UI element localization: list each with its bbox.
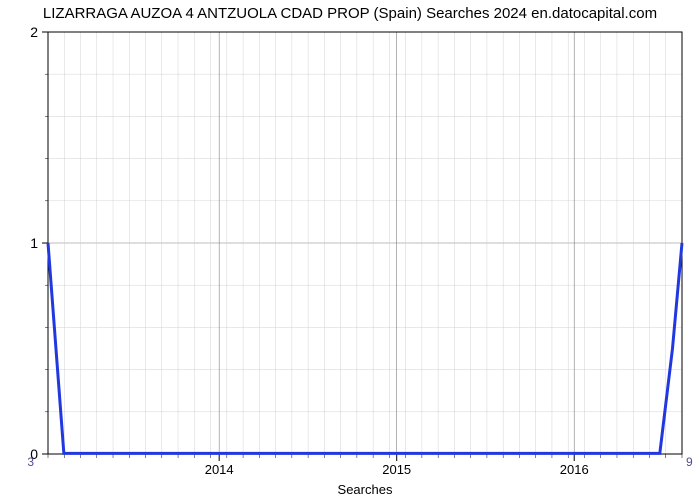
right-axis-label: 9	[686, 455, 693, 469]
right-axis-label: 3	[27, 455, 34, 469]
y-tick-label: 1	[30, 235, 38, 251]
x-axis-title: Searches	[338, 482, 393, 497]
searches-line-chart: LIZARRAGA AUZOA 4 ANTZUOLA CDAD PROP (Sp…	[0, 0, 700, 500]
x-tick-label: 2015	[382, 462, 411, 477]
x-tick-label: 2016	[560, 462, 589, 477]
x-tick-label: 2014	[205, 462, 234, 477]
chart-title: LIZARRAGA AUZOA 4 ANTZUOLA CDAD PROP (Sp…	[43, 5, 657, 22]
y-tick-label: 2	[30, 24, 38, 40]
